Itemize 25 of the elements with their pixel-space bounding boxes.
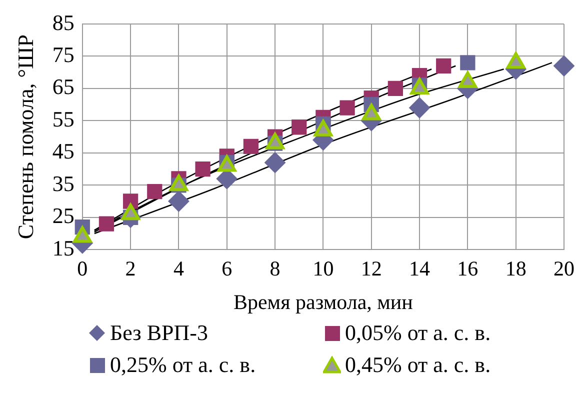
x-tick-label: 10 (312, 256, 334, 281)
x-tick-label: 14 (409, 256, 431, 281)
x-tick-label: 6 (222, 256, 232, 281)
legend-label: 0,25% от а. с. в. (110, 352, 256, 378)
y-tick-label: 75 (52, 42, 74, 68)
y-tick-label: 25 (52, 203, 74, 228)
y-tick-label: 35 (52, 170, 74, 196)
x-tick-label: 12 (360, 256, 382, 281)
y-tick-label: 15 (52, 235, 74, 260)
x-tick-label: 8 (270, 256, 280, 281)
x-tick-label: 20 (554, 256, 574, 281)
legend-label: 0,05% от а. с. в. (345, 320, 491, 346)
y-tick-label: 85 (52, 10, 74, 35)
x-tick-label: 16 (457, 256, 478, 281)
y-tick-label: 45 (52, 138, 74, 164)
y-axis-title: Степень помола, °ШР (12, 34, 38, 240)
x-tick-label: 2 (125, 256, 136, 281)
x-tick-label: 4 (173, 256, 184, 281)
x-tick-label: 18 (505, 256, 526, 281)
y-tick-label: 55 (52, 106, 74, 132)
x-tick-label: 0 (77, 256, 88, 281)
legend-label: Без ВРП-3 (110, 320, 208, 346)
y-tick-label: 65 (52, 74, 74, 100)
x-axis-title: Время размола, мин (233, 290, 413, 314)
legend-label: 0,45% от а. с. в. (345, 352, 491, 378)
